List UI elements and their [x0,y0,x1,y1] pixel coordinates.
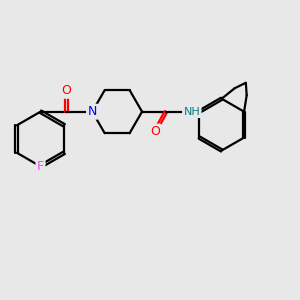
Text: N: N [88,105,97,118]
Text: O: O [61,84,71,97]
Text: F: F [37,160,44,173]
Text: O: O [150,125,160,138]
Text: NH: NH [183,107,200,117]
